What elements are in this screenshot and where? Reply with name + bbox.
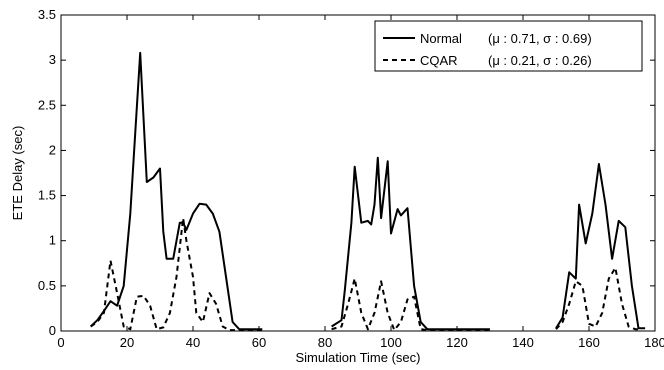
y-tick-label: 1.5 bbox=[38, 188, 56, 203]
series-layer bbox=[90, 51, 646, 332]
legend-stats-normal: (μ : 0.71, σ : 0.69) bbox=[488, 31, 592, 46]
axis-ticks: 0 20 40 60 80 100 120 140 160 180 0 0.5 1 1.5 2 2.5 3 3.5 bbox=[38, 7, 664, 350]
legend-box bbox=[374, 20, 643, 72]
x-axis-label: Simulation Time (sec) bbox=[296, 350, 421, 365]
series-line-cqar bbox=[555, 266, 642, 331]
plot-frame-group bbox=[60, 14, 656, 332]
x-tick-label: 100 bbox=[380, 335, 402, 350]
y-tick-label: 3 bbox=[49, 52, 56, 67]
series-line-cqar bbox=[331, 277, 490, 332]
x-tick-label: 80 bbox=[318, 335, 332, 350]
x-tick-label: 180 bbox=[644, 335, 664, 350]
x-tick-label: 140 bbox=[512, 335, 534, 350]
y-tick-label: 3.5 bbox=[38, 7, 56, 22]
x-tick-label: 160 bbox=[578, 335, 600, 350]
x-tick-label: 20 bbox=[120, 335, 134, 350]
x-tick-label: 0 bbox=[57, 335, 64, 350]
series-line-normal bbox=[90, 51, 263, 331]
plot-frame bbox=[60, 14, 656, 332]
y-tick-label: 0 bbox=[49, 323, 56, 338]
legend-stats-cqar: (μ : 0.21, σ : 0.26) bbox=[488, 53, 592, 68]
series-line-normal bbox=[331, 156, 490, 331]
y-tick-label: 1 bbox=[49, 233, 56, 248]
x-tick-label: 40 bbox=[186, 335, 200, 350]
series-line-normal bbox=[555, 163, 646, 330]
y-tick-label: 2 bbox=[49, 142, 56, 157]
y-tick-label: 0.5 bbox=[38, 278, 56, 293]
legend-label-normal: Normal bbox=[420, 31, 462, 46]
y-axis-label: ETE Delay (sec) bbox=[10, 126, 25, 221]
x-tick-label: 120 bbox=[446, 335, 468, 350]
y-tick-label: 2.5 bbox=[38, 97, 56, 112]
series-line-cqar bbox=[90, 217, 263, 332]
x-tick-label: 60 bbox=[252, 335, 266, 350]
legend-label-cqar: CQAR bbox=[420, 53, 458, 68]
legend: Normal (μ : 0.71, σ : 0.69) CQAR (μ : 0.… bbox=[374, 20, 643, 72]
